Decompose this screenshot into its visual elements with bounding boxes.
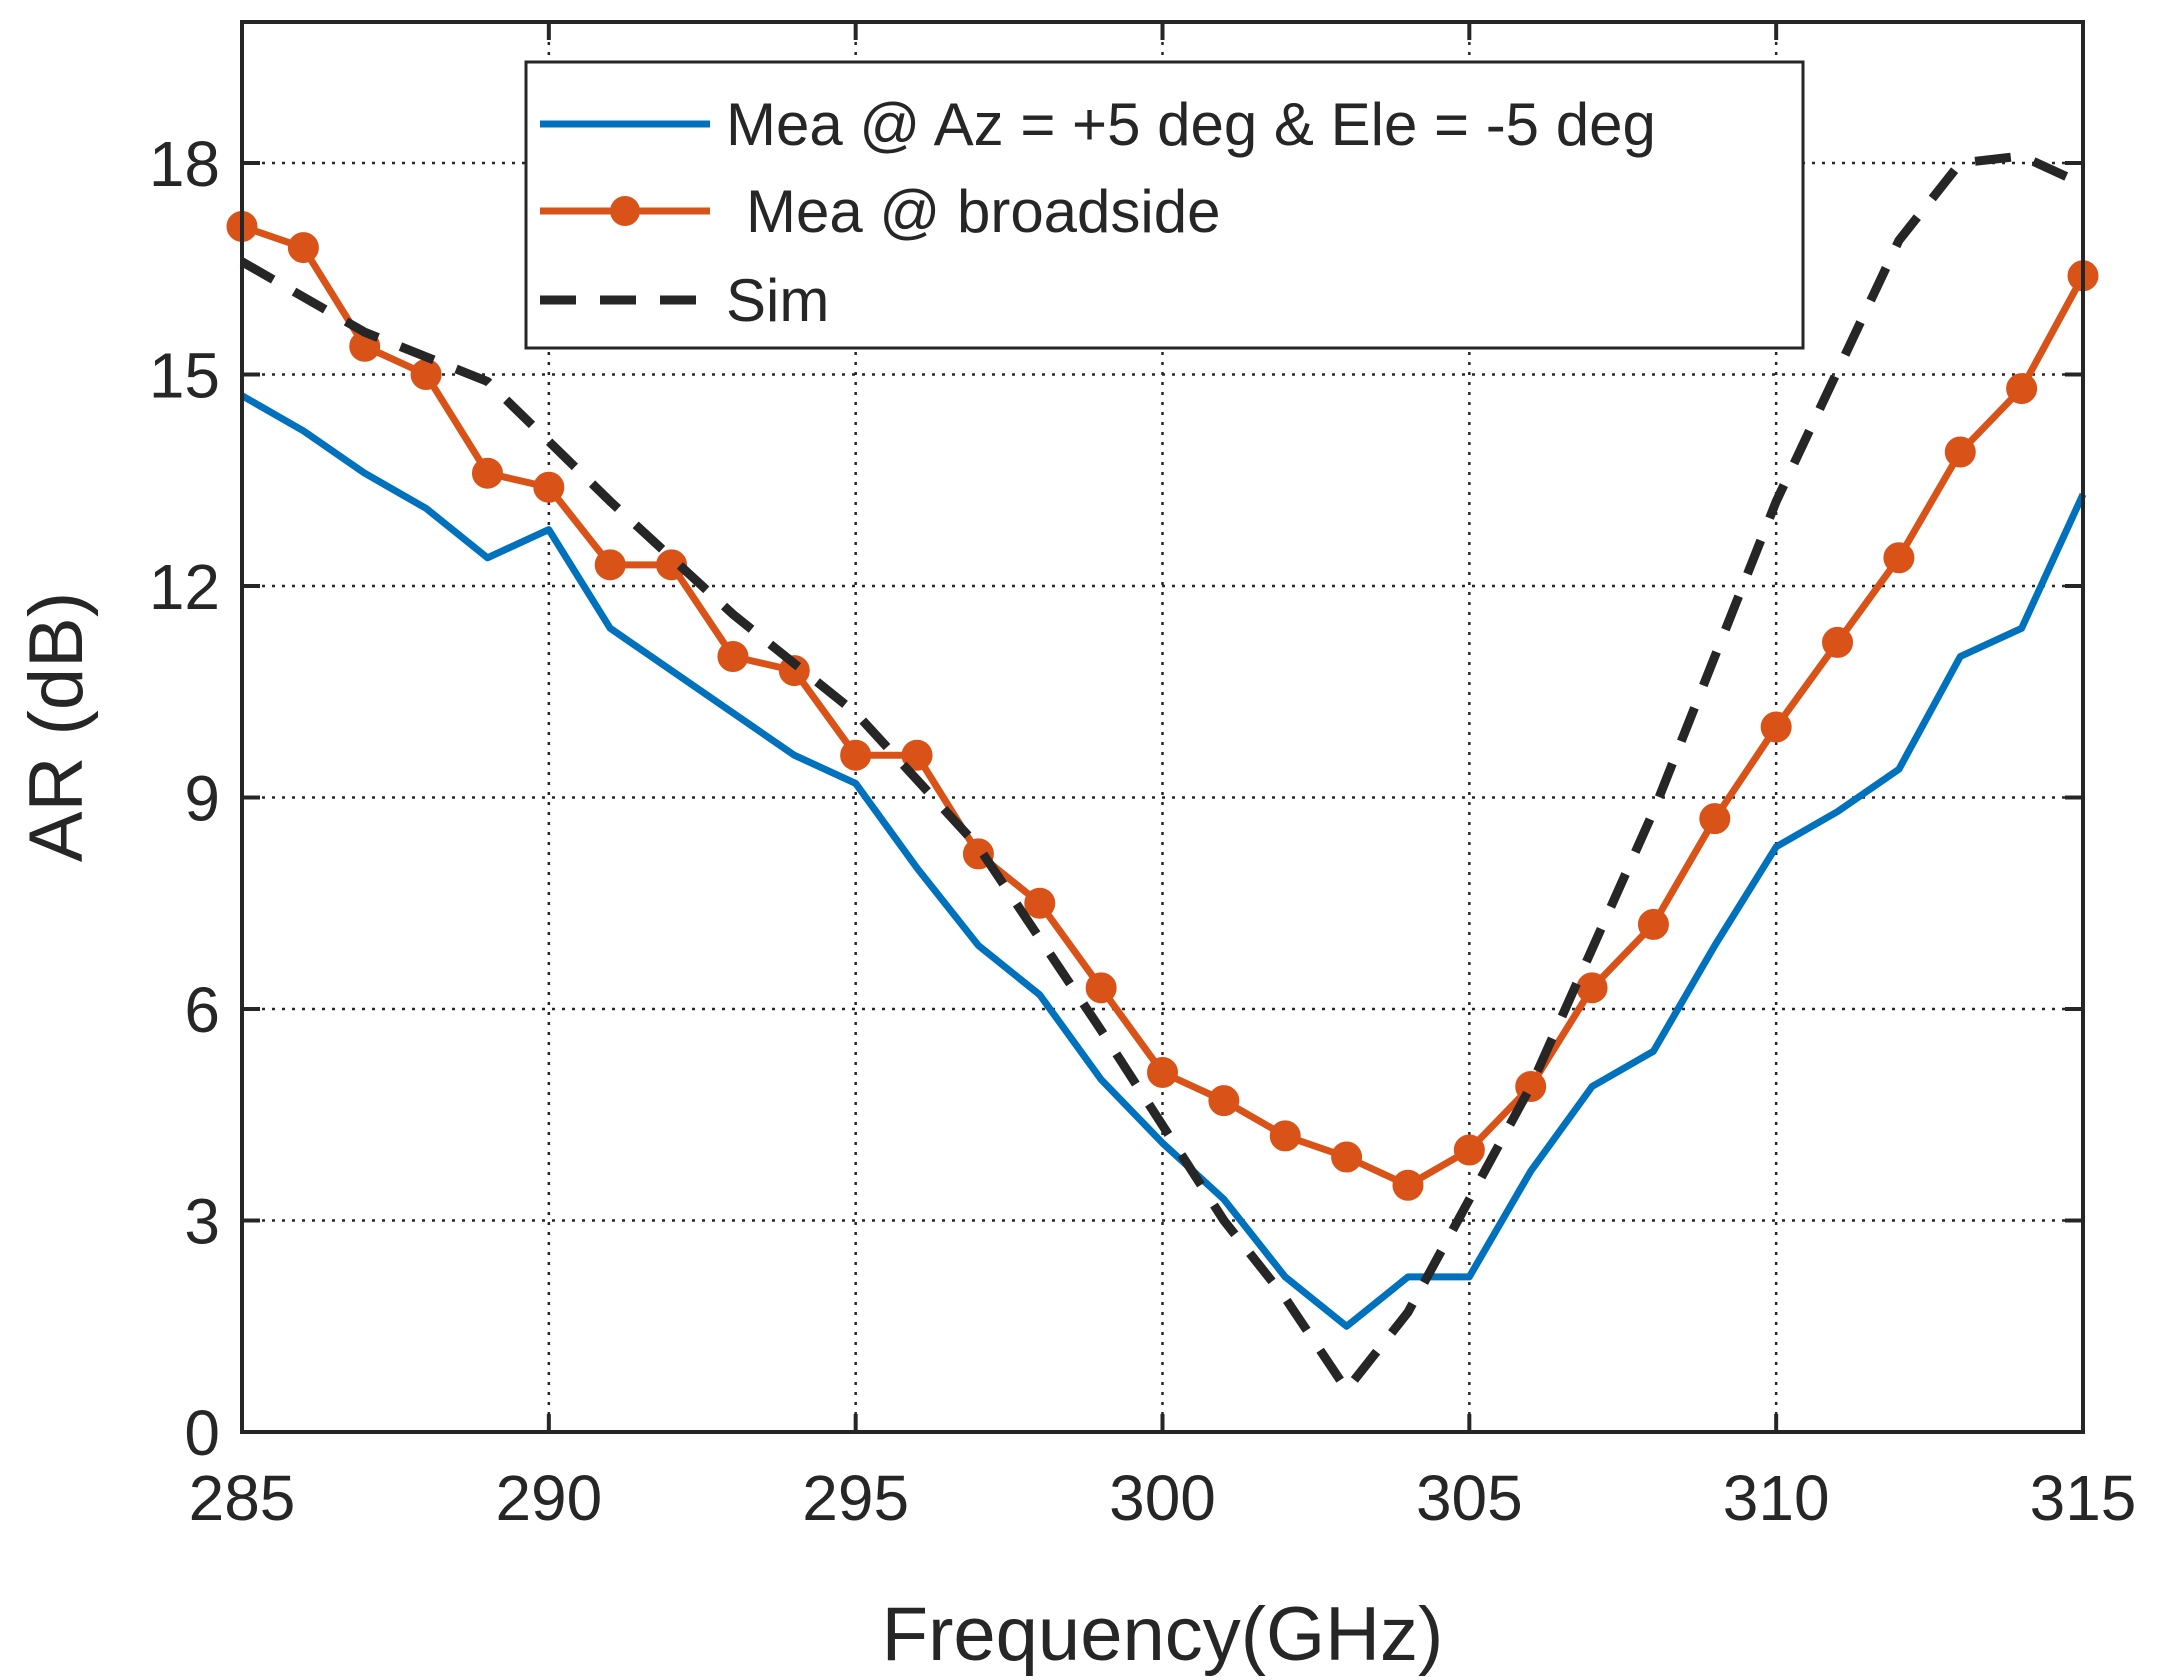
series-marker [1576,972,1608,1004]
series-marker [1331,1141,1363,1173]
series-marker [1024,887,1056,919]
y-tick-label: 9 [184,763,220,835]
series-marker [410,359,442,390]
series-marker [471,457,503,489]
y-tick-label: 0 [184,1397,220,1469]
y-tick-label: 15 [149,340,220,412]
axis-ticks [240,22,2085,1434]
x-tick-label: 290 [495,1462,602,1534]
y-tick-label: 3 [184,1186,220,1258]
x-axis-label: Frequency(GHz) [882,1592,1444,1677]
series-marker [1208,1085,1240,1117]
series-marker [1453,1134,1485,1166]
series-marker [287,232,319,264]
y-axis-label: AR (dB) [14,592,99,862]
legend-label-3: Sim [726,267,829,334]
legend-label-1: Mea @ Az = +5 deg & Ele = -5 deg [726,91,1656,158]
series-marker [840,739,872,771]
x-tick-label: 300 [1109,1462,1216,1534]
series-marker [2006,373,2038,405]
series-marker [594,549,626,581]
y-tick-label: 18 [149,128,220,200]
series-marker [1269,1120,1301,1152]
series-marker [1392,1169,1424,1201]
legend-box [524,60,1805,350]
x-tick-label: 315 [2030,1462,2137,1534]
series-marker [1699,803,1731,835]
series-marker [656,549,688,581]
series-marker [1822,626,1854,658]
series-marker [1944,436,1976,468]
legend-items: Mea @ Az = +5 deg & Ele = -5 deg Mea @ br… [540,91,1656,334]
series-marker [901,739,933,771]
x-tick-label: 305 [1416,1462,1523,1534]
tick-labels: 285 290 295 300 305 310 315 0 3 6 9 12 15 18 [149,128,2137,1534]
legend-marker [610,196,640,226]
legend: Mea @ Az = +5 deg & Ele = -5 deg Mea @ br… [524,60,1805,350]
y-tick-label: 12 [149,551,220,623]
series-marker [1883,542,1915,574]
series-marker [1637,908,1669,940]
series-marker [717,641,749,672]
series-line-1 [240,392,2087,1330]
series-marker [533,471,565,503]
legend-label-2: Mea @ broadside [746,178,1221,245]
series-marker [1147,1056,1178,1088]
x-tick-label: 285 [189,1462,296,1534]
series-marker [1760,711,1792,743]
y-tick-label: 6 [184,974,220,1046]
x-tick-label: 310 [1723,1462,1830,1534]
series-layer [226,151,2099,1395]
series-marker [1085,972,1117,1004]
series-line-3 [239,151,2085,1395]
x-tick-label: 295 [802,1462,909,1534]
